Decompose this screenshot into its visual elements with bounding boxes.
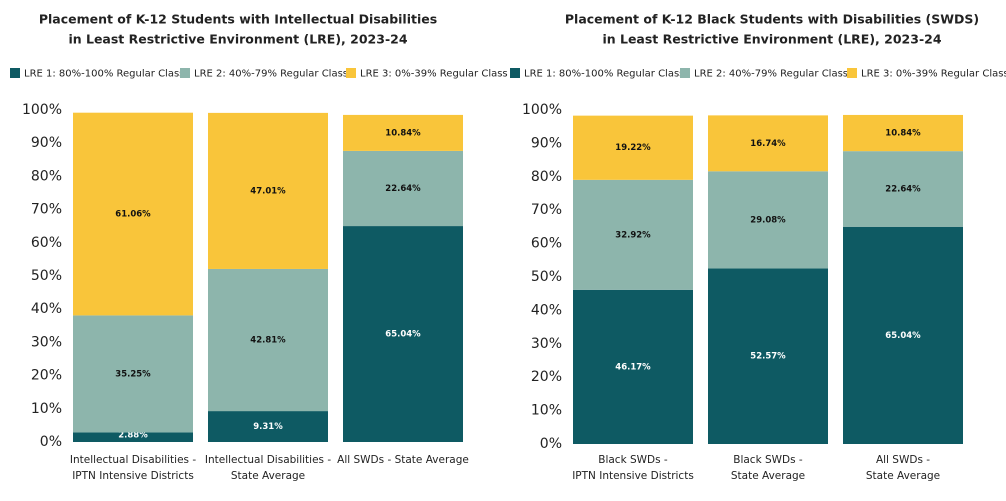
bar-segment [343,150,463,227]
x-tick-label: IPTN Intensive Districts [572,470,694,482]
bar-segment [343,114,463,151]
y-tick-label: 30% [31,334,62,350]
y-tick-label: 10% [31,401,62,417]
value-label: 65.04% [885,331,921,341]
value-label: 52.57% [750,352,786,362]
x-tick-label: State Average [731,470,805,482]
legend-label: LRE 2: 40%-79% Regular Class [194,69,348,80]
bar-segment [73,112,193,316]
y-tick-label: 40% [531,302,562,318]
x-tick-label: All SWDs - State Average [337,454,469,466]
bar-segment [208,112,328,269]
y-tick-label: 70% [531,202,562,218]
legend-swatch [847,68,857,78]
value-label: 46.17% [615,362,651,372]
chart-title: in Least Restrictive Environment (LRE), … [68,32,407,47]
y-tick-label: 70% [31,202,62,218]
y-tick-label: 50% [31,268,62,284]
bar-segment [573,289,693,444]
bar-segment [843,114,963,152]
value-label: 22.64% [885,184,921,194]
x-tick-label: All SWDs - [876,454,930,466]
legend-swatch [680,68,690,78]
x-tick-label: Intellectual Disabilities - [205,454,331,466]
bar-segment [708,268,828,444]
bar-segment [208,268,328,412]
legend-label: LRE 3: 0%-39% Regular Class [360,69,508,80]
legend-label: LRE 1: 80%-100% Regular Class [524,69,684,80]
y-tick-label: 40% [31,301,62,317]
bar-segment [208,411,328,442]
value-label: 32.92% [615,230,651,240]
bar-segment [708,171,828,269]
legend-label: LRE 2: 40%-79% Regular Class [694,69,848,80]
value-label: 2.88% [118,431,148,441]
chart-title: Placement of K-12 Students with Intellec… [39,12,437,27]
x-tick-label: Black SWDs - [598,454,668,466]
x-tick-label: IPTN Intensive Districts [72,470,194,482]
value-label: 65.04% [385,330,421,340]
legend-label: LRE 3: 0%-39% Regular Class [861,69,1006,80]
legend-swatch [510,68,520,78]
value-label: 10.84% [885,129,921,139]
bar-segment [343,226,463,442]
bar-segment [843,151,963,227]
bar-segment [843,226,963,444]
y-tick-label: 20% [531,369,562,385]
value-label: 19.22% [615,143,651,153]
legend-swatch [10,68,20,78]
bar-segment [73,432,193,442]
value-label: 29.08% [750,215,786,225]
legend-swatch [346,68,356,78]
value-label: 47.01% [250,186,286,196]
y-tick-label: 80% [531,169,562,185]
y-tick-label: 90% [531,135,562,151]
value-label: 42.81% [250,336,286,346]
y-tick-label: 100% [22,102,62,118]
y-tick-label: 30% [531,336,562,352]
bar-segment [573,115,693,180]
y-tick-label: 0% [40,434,62,450]
y-tick-label: 50% [531,269,562,285]
x-tick-label: Intellectual Disabilities - [70,454,196,466]
y-tick-label: 10% [531,403,562,419]
legend-swatch [180,68,190,78]
value-label: 16.74% [750,139,786,149]
x-tick-label: State Average [231,470,305,482]
x-tick-label: State Average [866,470,940,482]
y-tick-label: 60% [531,236,562,252]
bar-segment [708,115,828,172]
x-tick-label: Black SWDs - [733,454,803,466]
y-tick-label: 90% [31,135,62,151]
chart-title: Placement of K-12 Black Students with Di… [565,12,979,27]
legend-label: LRE 1: 80%-100% Regular Class [24,69,184,80]
chart-title: in Least Restrictive Environment (LRE), … [602,32,941,47]
value-label: 35.25% [115,369,151,379]
bar-segment [573,179,693,290]
y-tick-label: 20% [31,368,62,384]
y-tick-label: 80% [31,168,62,184]
value-label: 9.31% [253,422,283,432]
bar-segment [73,315,193,433]
value-label: 22.64% [385,184,421,194]
y-tick-label: 60% [31,235,62,251]
value-label: 10.84% [385,128,421,138]
value-label: 61.06% [115,210,151,220]
y-tick-label: 0% [540,436,562,452]
y-tick-label: 100% [522,102,562,118]
